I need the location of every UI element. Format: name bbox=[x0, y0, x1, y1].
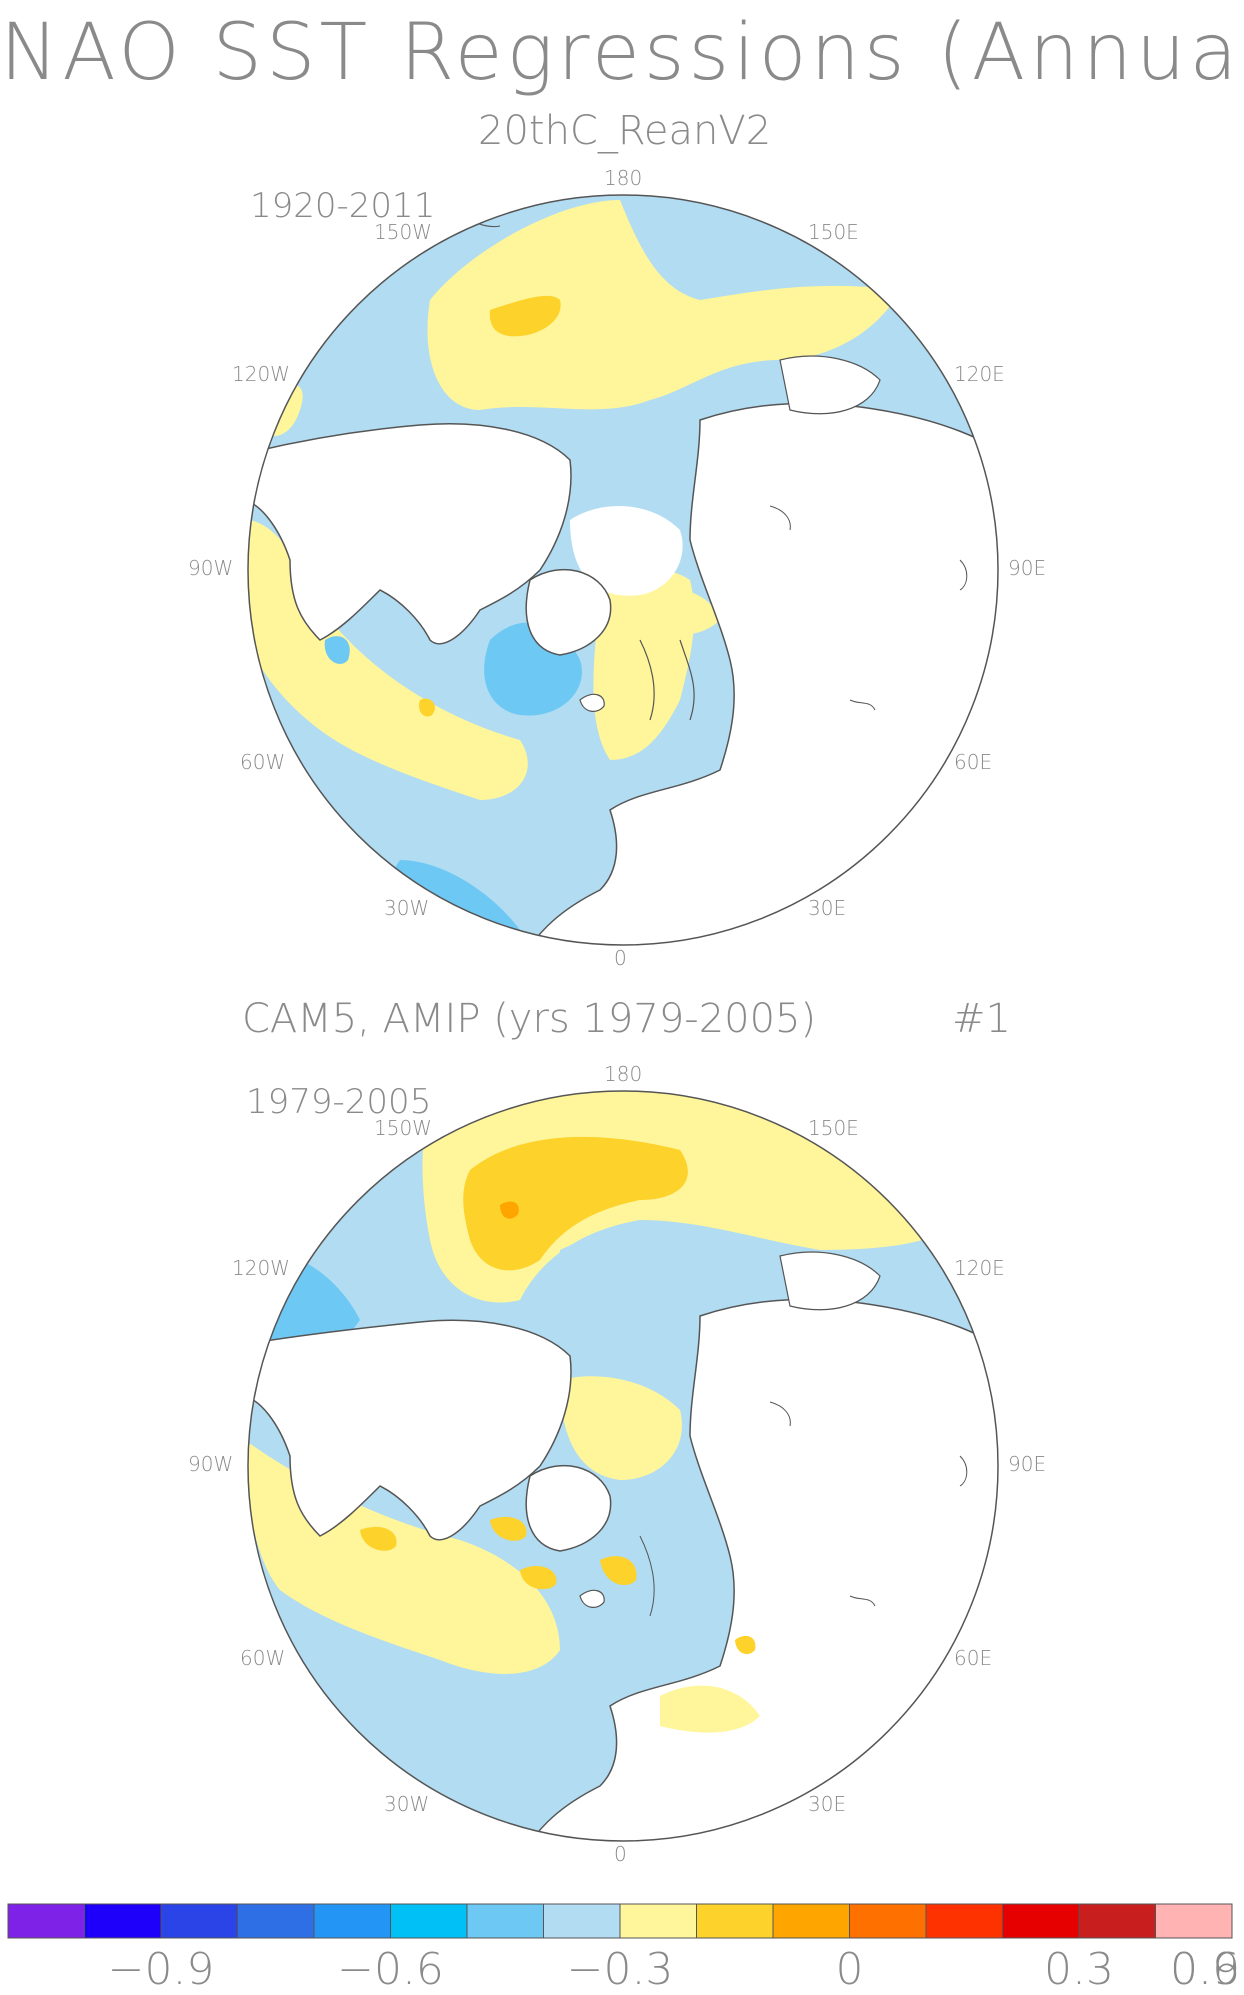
p1-arctic-ice bbox=[570, 506, 683, 596]
p1-lon-top: 180 bbox=[604, 166, 643, 190]
p1-atlantic-positive bbox=[248, 520, 528, 800]
p2-lon-150w: 150W bbox=[374, 1116, 432, 1140]
p1-lon-150e: 150E bbox=[808, 220, 859, 244]
p1-barents-positive bbox=[640, 589, 720, 635]
colorbar-swatch bbox=[1155, 1903, 1233, 1939]
p1-lon-60w: 60W bbox=[240, 750, 286, 774]
p2-pacific-core bbox=[463, 1136, 688, 1271]
panel2-period: 1979-2005 bbox=[246, 1082, 432, 1122]
p2-caspian-positive bbox=[735, 1635, 756, 1655]
p2-lon-top: 180 bbox=[604, 1062, 643, 1086]
panel2-subtitle: CAM5, AMIP (yrs 1979-2005) bbox=[242, 996, 817, 1042]
colorbar-swatch bbox=[160, 1903, 238, 1939]
p1-pacific-core bbox=[489, 295, 561, 337]
p2-eurasia bbox=[518, 1298, 998, 1841]
p2-iceland bbox=[579, 1589, 605, 1608]
colorbar-swatch bbox=[390, 1903, 468, 1939]
colorbar-swatch bbox=[237, 1903, 315, 1939]
p2-lon-bottom: 0 bbox=[614, 1842, 627, 1866]
colorbar-swatch bbox=[7, 1903, 85, 1939]
p1-lon-150w: 150W bbox=[374, 220, 432, 244]
p1-scandinavia-coast bbox=[639, 639, 695, 721]
p1-iceland bbox=[579, 693, 605, 712]
colorbar-swatch bbox=[466, 1903, 544, 1939]
colorbar-tick-label: −0.6 bbox=[337, 1944, 444, 1995]
main-title: NAO SST Regressions (Annual) bbox=[0, 8, 1244, 98]
p1-kamchatka bbox=[779, 355, 881, 415]
p2-lon-30w: 30W bbox=[384, 1792, 430, 1816]
p2-pacific-negative bbox=[559, 1229, 768, 1305]
colorbar-tick-label: 0 bbox=[835, 1944, 864, 1995]
panel2-tag: #1 bbox=[952, 996, 1011, 1042]
colorbar-tick-label: −0.9 bbox=[107, 1944, 215, 1995]
colorbar-tick-label: 0.9 bbox=[1170, 1944, 1240, 1995]
colorbar-swatch bbox=[696, 1903, 774, 1939]
p1-lon-30e: 30E bbox=[808, 896, 847, 920]
colorbar bbox=[7, 1903, 1233, 1939]
p2-nordic-positive bbox=[600, 1556, 637, 1586]
p1-lon-90w: 90W bbox=[188, 556, 234, 580]
colorbar-swatch bbox=[84, 1903, 162, 1939]
p2-med-positive bbox=[660, 1685, 760, 1733]
p1-atlantic-core bbox=[419, 698, 435, 717]
p2-greenland bbox=[525, 1464, 612, 1552]
p1-lon-120e: 120E bbox=[954, 362, 1005, 386]
p2-lon-30e: 30E bbox=[808, 1792, 847, 1816]
p1-ne-negative bbox=[324, 636, 350, 664]
map-panel-2 bbox=[248, 1091, 998, 1841]
p1-coast-details bbox=[469, 219, 968, 711]
panel1-period: 1920-2011 bbox=[250, 186, 436, 226]
colorbar-swatch bbox=[619, 1903, 697, 1939]
p2-atlantic-core2 bbox=[490, 1516, 527, 1541]
p2-lon-150e: 150E bbox=[808, 1116, 859, 1140]
colorbar-swatch bbox=[313, 1903, 391, 1939]
colorbar-swatch bbox=[925, 1903, 1003, 1939]
p1-lon-bottom: 0 bbox=[614, 946, 627, 970]
p1-lon-120w: 120W bbox=[232, 362, 290, 386]
p2-lon-60e: 60E bbox=[954, 1646, 993, 1670]
p2-north-america bbox=[248, 1319, 572, 1541]
colorbar-tick-label: 0.3 bbox=[1044, 1944, 1114, 1995]
p2-pacific-max bbox=[500, 1201, 519, 1219]
p2-globe-outline bbox=[247, 1090, 999, 1842]
p1-lon-30w: 30W bbox=[384, 896, 430, 920]
p2-lon-90e: 90E bbox=[1008, 1452, 1047, 1476]
map-panel-1 bbox=[248, 195, 998, 945]
panel1-subtitle: 20thC_ReanV2 bbox=[478, 108, 772, 154]
p1-north-america bbox=[248, 423, 572, 645]
p2-lon-90w: 90W bbox=[188, 1452, 234, 1476]
p1-greenland bbox=[525, 568, 612, 656]
colorbar-swatch bbox=[772, 1903, 850, 1939]
p2-arctic-positive bbox=[560, 1376, 682, 1480]
p2-atlantic-core1 bbox=[360, 1526, 397, 1551]
colorbar-swatch bbox=[1002, 1903, 1080, 1939]
p2-kamchatka bbox=[779, 1251, 881, 1311]
colorbar-tick-label: −0.3 bbox=[566, 1944, 674, 1995]
p2-coast-details bbox=[639, 1401, 968, 1617]
colorbar-swatch bbox=[1078, 1903, 1156, 1939]
p1-globe-outline bbox=[247, 194, 999, 946]
p1-lon-90e: 90E bbox=[1008, 556, 1047, 580]
p2-lon-120e: 120E bbox=[954, 1256, 1005, 1280]
p2-atlantic-core3 bbox=[520, 1565, 557, 1590]
p1-pacific-positive bbox=[427, 200, 900, 410]
colorbar-tick-label: 0.6 bbox=[1170, 1944, 1240, 1995]
p1-eurasia bbox=[518, 402, 998, 945]
p2-lon-60w: 60W bbox=[240, 1646, 286, 1670]
colorbar-swatch bbox=[543, 1903, 621, 1939]
p2-lon-120w: 120W bbox=[232, 1256, 290, 1280]
colorbar-swatch bbox=[849, 1903, 927, 1939]
p1-lon-60e: 60E bbox=[954, 750, 993, 774]
